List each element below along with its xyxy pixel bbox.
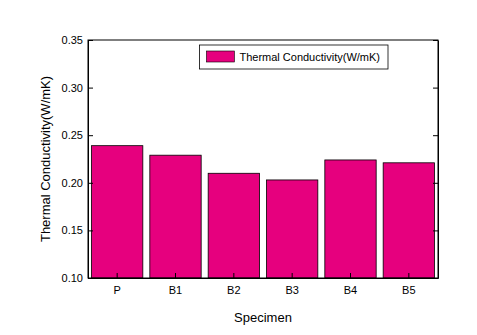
plot: 0.10 0.15 0.20 0.25 0.30 0.35 P B1 B2 B3 B4 B5 Therm… xyxy=(62,34,439,296)
x-tick-mark xyxy=(233,273,234,278)
bar xyxy=(208,173,259,278)
legend-label: Thermal Conductivity(W/mK) xyxy=(239,51,380,63)
bar xyxy=(92,146,143,278)
y-tick-mark xyxy=(88,183,93,184)
y-tick-right xyxy=(433,135,438,136)
y-tick-mark xyxy=(88,230,93,231)
bar xyxy=(267,180,318,278)
x-axis-title: Specimen xyxy=(234,310,292,325)
y-tick: 0.20 xyxy=(62,177,93,189)
bars xyxy=(92,146,435,278)
y-tick-right xyxy=(433,40,438,41)
x-tick-label: B1 xyxy=(169,284,182,296)
x-axis: P B1 B2 B3 B4 B5 xyxy=(89,273,439,296)
plot-frame xyxy=(88,40,438,278)
x-tick-label: B5 xyxy=(402,284,415,296)
bar xyxy=(150,155,201,278)
x-tick-label: B2 xyxy=(227,284,240,296)
x-tick-mark xyxy=(117,273,118,278)
x-tick: P xyxy=(113,273,120,296)
chart: 0.10 0.15 0.20 0.25 0.30 0.35 P B1 B2 B3 B4 B5 Therm… xyxy=(0,0,477,335)
y-tick: 0.35 xyxy=(62,34,93,46)
y-tick-label: 0.15 xyxy=(62,224,83,236)
y-tick-label: 0.25 xyxy=(62,129,83,141)
y-tick-mark xyxy=(88,40,93,41)
y-tick-right xyxy=(433,183,438,184)
x-tick-label: P xyxy=(113,284,120,296)
bar xyxy=(383,163,434,278)
x-tick: B2 xyxy=(227,273,240,296)
legend: Thermal Conductivity(W/mK) xyxy=(199,45,388,69)
y-axis-right-line xyxy=(438,41,439,279)
x-tick: B4 xyxy=(344,273,357,296)
y-tick: 0.30 xyxy=(62,82,93,94)
y-tick-label: 0.20 xyxy=(62,177,83,189)
y-tick-mark xyxy=(88,135,93,136)
y-tick-mark-right xyxy=(433,230,438,231)
x-tick: B5 xyxy=(402,273,415,296)
y-axis: 0.10 0.15 0.20 0.25 0.30 0.35 xyxy=(62,34,93,284)
y-tick-label: 0.35 xyxy=(62,34,83,46)
x-axis-line xyxy=(89,278,439,279)
y-axis-title: Thermal Conductivity(W/mK) xyxy=(38,76,53,242)
x-tick-mark xyxy=(408,273,409,278)
y-axis-right xyxy=(433,41,439,279)
y-tick: 0.10 xyxy=(62,272,93,284)
y-tick-mark xyxy=(88,88,93,89)
y-tick-mark-right xyxy=(433,40,438,41)
legend-box xyxy=(199,45,388,69)
y-tick-mark-right xyxy=(433,88,438,89)
x-tick-mark xyxy=(350,273,351,278)
x-tick: B1 xyxy=(169,273,182,296)
y-tick-mark-right xyxy=(433,183,438,184)
legend-swatch xyxy=(206,51,234,62)
bar xyxy=(325,160,376,278)
y-tick-label: 0.30 xyxy=(62,82,83,94)
y-tick-right xyxy=(433,88,438,89)
x-tick: B3 xyxy=(285,273,298,296)
y-tick: 0.25 xyxy=(62,129,93,141)
y-axis-line xyxy=(88,41,89,279)
y-tick-mark-right xyxy=(433,135,438,136)
x-tick-label: B4 xyxy=(344,284,357,296)
x-tick-mark xyxy=(292,273,293,278)
y-tick: 0.15 xyxy=(62,224,93,236)
y-tick-label: 0.10 xyxy=(62,272,83,284)
x-tick-label: B3 xyxy=(285,284,298,296)
y-tick-right xyxy=(433,230,438,231)
x-tick-mark xyxy=(175,273,176,278)
